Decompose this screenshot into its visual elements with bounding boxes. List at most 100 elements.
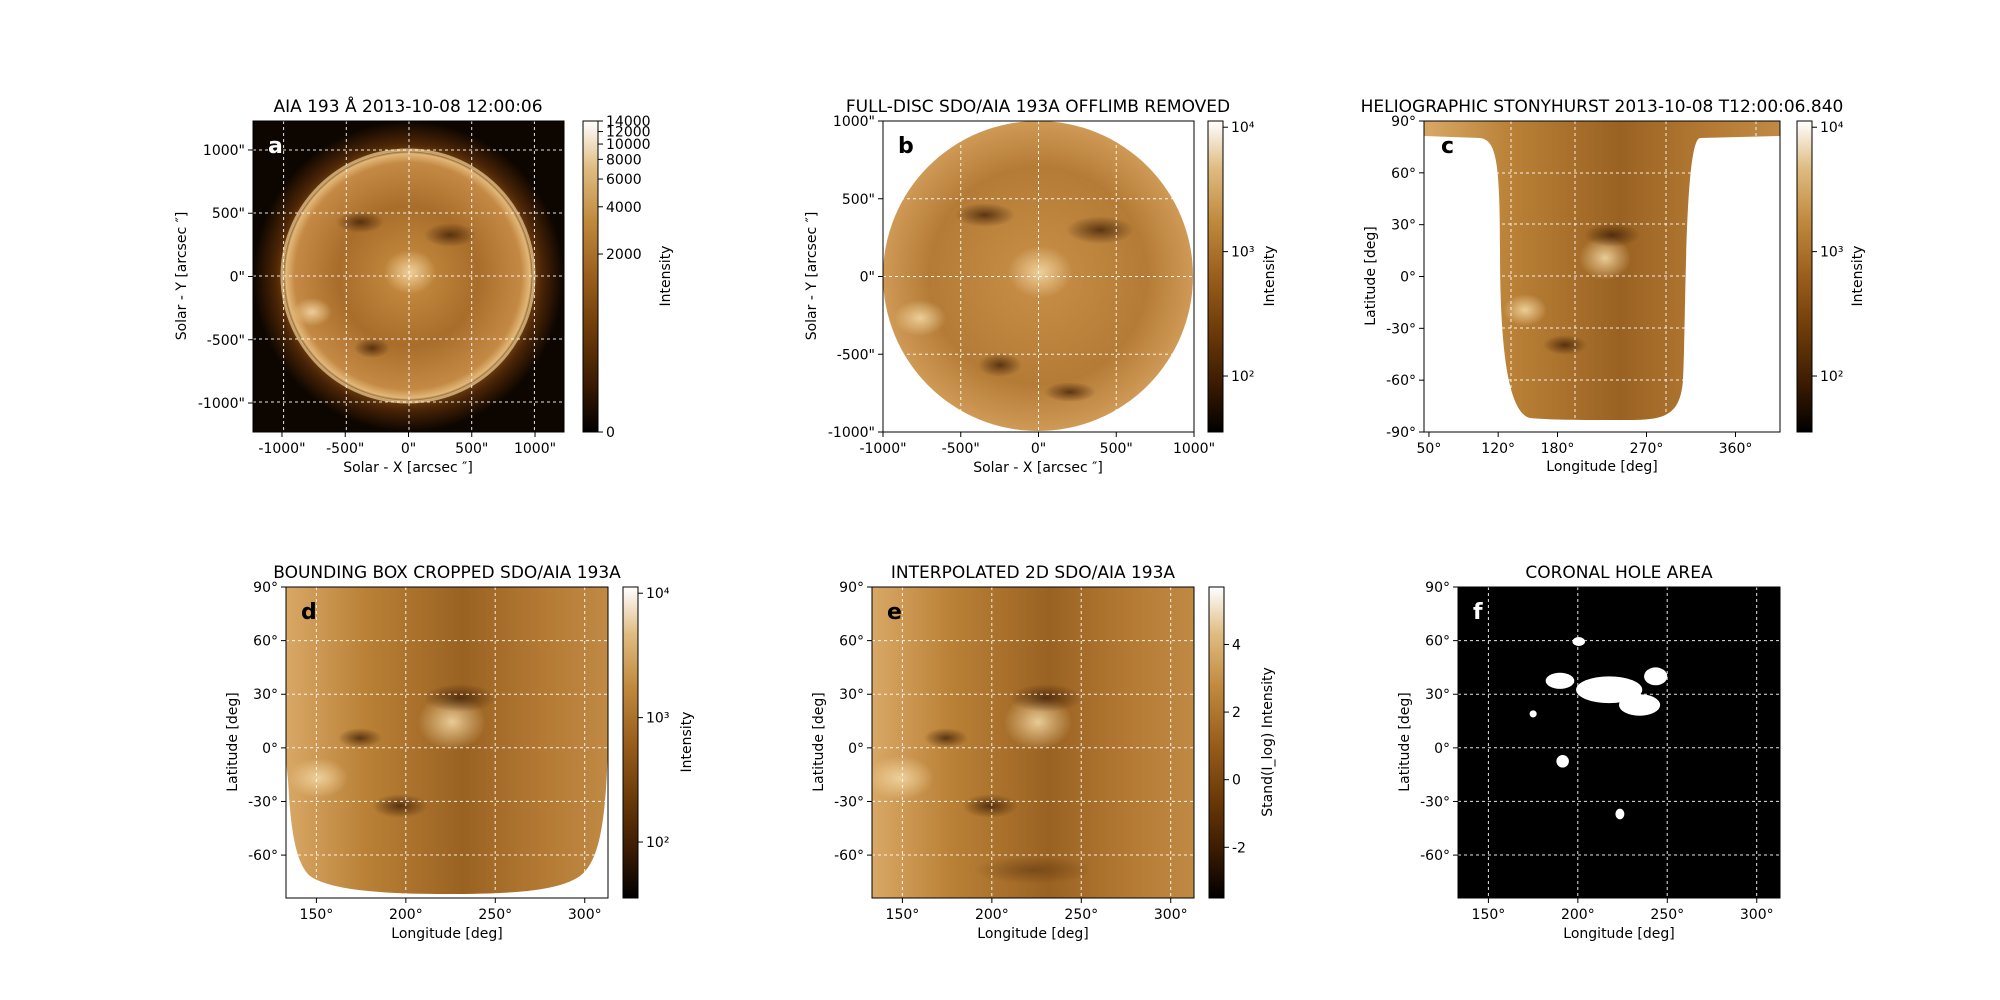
panel-c-ylabel: Latitude [deg] [1363, 226, 1379, 325]
panel-a: AIA 193 Å 2013-10-08 12:00:06 a -1000" -5… [174, 95, 674, 476]
y-tick-label: -500" [207, 333, 245, 349]
y-tick-label: -30° [1386, 321, 1416, 337]
panel-e-xlabel: Longitude [deg] [977, 926, 1088, 942]
coronal-hole-mask [1529, 637, 1668, 820]
panel-b-colorbar-ticks: 10² 10³ 10⁴ [1223, 120, 1255, 385]
panel-a-title: AIA 193 Å 2013-10-08 12:00:06 [273, 95, 542, 117]
y-tick-label: -1000" [198, 396, 245, 412]
panel-c-colorbar-label: Intensity [1850, 246, 1866, 307]
panel-e: INTERPOLATED 2D SDO/AIA 193A e 150° 200° 2… [811, 563, 1276, 942]
panel-d-image [286, 587, 608, 898]
coronal-hole-region [1615, 808, 1625, 820]
x-tick-label: 0" [401, 441, 416, 457]
panel-e-colorbar [1208, 586, 1225, 899]
y-tick-label: 30° [1425, 687, 1450, 703]
panel-e-title: INTERPOLATED 2D SDO/AIA 193A [891, 563, 1176, 583]
panel-a-colorbar-label: Intensity [658, 246, 674, 307]
panel-b-colorbar [1207, 120, 1224, 433]
x-tick-label: 300° [568, 907, 602, 923]
y-tick-label: 0° [1434, 741, 1450, 757]
colorbar-tick-label: 10² [1231, 369, 1254, 385]
colorbar-tick-label: 10000 [606, 137, 651, 153]
y-tick-label: -30° [248, 794, 278, 810]
panel-b-ylabel: Solar - Y [arcsec ″] [804, 212, 820, 341]
panel-f-ticks: 150° 200° 250° 300° -60° -30° 0° 30° 60° 90° [1420, 580, 1773, 923]
y-tick-label: 60° [1425, 634, 1450, 650]
panel-a-xlabel: Solar - X [arcsec ″] [343, 460, 473, 476]
x-tick-label: 360° [1719, 441, 1753, 457]
panel-a-ylabel: Solar - Y [arcsec ″] [174, 212, 190, 341]
colorbar-tick-label: 10³ [1231, 245, 1254, 261]
y-tick-label: 0" [230, 270, 245, 286]
panel-f-frame [1457, 586, 1781, 899]
x-tick-label: 1000" [514, 441, 556, 457]
y-tick-label: 60° [1391, 166, 1416, 182]
y-tick-label: 0° [848, 741, 864, 757]
colorbar-tick-label: 10³ [646, 711, 669, 727]
colorbar-tick-label: 4000 [606, 200, 642, 216]
x-tick-label: 150° [300, 907, 334, 923]
x-tick-label: -1000" [258, 441, 305, 457]
colorbar-tick-label: 2000 [606, 247, 642, 263]
y-tick-label: 500" [212, 206, 245, 222]
x-tick-label: 500" [1100, 441, 1133, 457]
panel-c: HELIOGRAPHIC STONYHURST 2013-10-08 T12:0… [1361, 97, 1866, 475]
y-tick-label: -60° [248, 848, 278, 864]
panel-c-letter: c [1441, 134, 1454, 159]
colorbar-tick-label: 12000 [606, 125, 651, 141]
x-tick-label: 250° [1650, 907, 1684, 923]
y-tick-label: 1000" [203, 143, 245, 159]
y-tick-label: -30° [834, 794, 864, 810]
panel-b-colorbar-label: Intensity [1262, 246, 1278, 307]
coronal-hole-region [1545, 672, 1575, 689]
y-tick-label: -60° [1386, 373, 1416, 389]
colorbar-tick-label: 10⁴ [646, 586, 670, 602]
x-tick-label: 50° [1417, 441, 1442, 457]
coronal-hole-region [1529, 710, 1537, 718]
panel-d-xlabel: Longitude [deg] [391, 926, 502, 942]
x-tick-label: 300° [1154, 907, 1188, 923]
y-tick-label: -90° [1386, 425, 1416, 441]
x-tick-label: 250° [478, 907, 512, 923]
panel-e-image [872, 587, 1194, 898]
y-tick-label: 30° [253, 687, 278, 703]
colorbar-tick-label: 10² [646, 835, 669, 851]
panel-c-colorbar [1796, 120, 1813, 433]
y-tick-label: 30° [839, 687, 864, 703]
x-tick-label: 270° [1630, 441, 1664, 457]
y-tick-label: -500" [837, 347, 875, 363]
x-tick-label: 150° [886, 907, 920, 923]
colorbar-tick-label: 14000 [606, 114, 651, 130]
colorbar-tick-label: 0 [606, 425, 615, 441]
y-tick-label: -30° [1420, 794, 1450, 810]
colorbar-tick-label: -2 [1232, 840, 1246, 856]
colorbar-tick-label: 4 [1232, 637, 1241, 653]
x-tick-label: 250° [1064, 907, 1098, 923]
x-tick-label: -1000" [859, 441, 906, 457]
panel-d-title: BOUNDING BOX CROPPED SDO/AIA 193A [273, 563, 621, 583]
y-tick-label: 30° [1391, 218, 1416, 234]
y-tick-label: 90° [1391, 114, 1416, 130]
panel-e-letter: e [887, 600, 902, 625]
panel-b-image [883, 121, 1194, 432]
panel-f-ylabel: Latitude [deg] [1397, 692, 1413, 791]
panel-d: BOUNDING BOX CROPPED SDO/AIA 193A d 150°… [225, 563, 695, 942]
x-tick-label: 1000" [1173, 441, 1215, 457]
colorbar-tick-label: 10⁴ [1820, 120, 1844, 136]
coronal-hole-region [1572, 637, 1586, 646]
panel-d-colorbar [622, 586, 639, 899]
colorbar-tick-label: 6000 [606, 172, 642, 188]
panel-f-image [1458, 587, 1780, 898]
panel-d-letter: d [301, 600, 317, 625]
panel-a-letter: a [268, 134, 283, 159]
colorbar-tick-label: 0 [1232, 773, 1241, 789]
y-tick-label: -60° [1420, 848, 1450, 864]
coronal-hole-region [1556, 755, 1569, 768]
y-tick-label: 90° [253, 580, 278, 596]
panel-f: CORONAL HOLE AREA f 150° 200° 250° 300° -60°… [1397, 563, 1781, 942]
coronal-hole-region [1576, 676, 1643, 704]
colorbar-tick-label: 10⁴ [1231, 120, 1255, 136]
x-tick-label: 500" [455, 441, 488, 457]
panel-f-letter: f [1473, 600, 1483, 625]
x-tick-label: 200° [1561, 907, 1595, 923]
